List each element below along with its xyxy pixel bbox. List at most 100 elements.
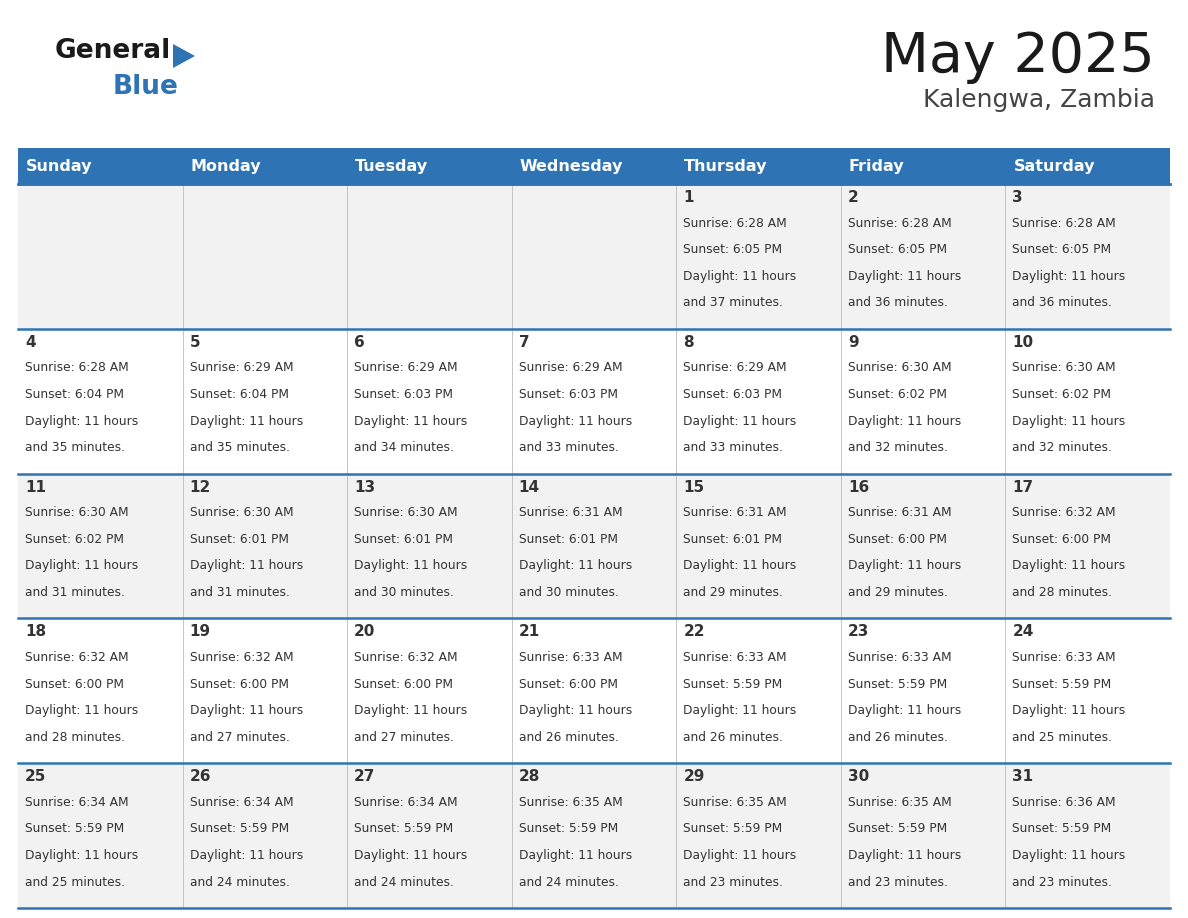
Text: Sunrise: 6:33 AM: Sunrise: 6:33 AM [1012, 651, 1116, 664]
Text: Sunset: 6:04 PM: Sunset: 6:04 PM [25, 388, 124, 401]
Text: Sunrise: 6:30 AM: Sunrise: 6:30 AM [848, 362, 952, 375]
Text: and 31 minutes.: and 31 minutes. [25, 586, 125, 599]
Text: Sunset: 6:02 PM: Sunset: 6:02 PM [25, 532, 124, 546]
Text: Sunset: 5:59 PM: Sunset: 5:59 PM [519, 823, 618, 835]
Text: 31: 31 [1012, 769, 1034, 784]
Text: Daylight: 11 hours: Daylight: 11 hours [519, 849, 632, 862]
Text: Thursday: Thursday [684, 159, 767, 174]
Text: 20: 20 [354, 624, 375, 640]
Text: 4: 4 [25, 335, 36, 350]
Text: Sunrise: 6:29 AM: Sunrise: 6:29 AM [354, 362, 457, 375]
Bar [18, 763, 1170, 908]
Text: and 35 minutes.: and 35 minutes. [190, 442, 290, 454]
Text: and 36 minutes.: and 36 minutes. [1012, 297, 1112, 309]
Text: Tuesday: Tuesday [355, 159, 428, 174]
Text: May 2025: May 2025 [881, 30, 1155, 84]
Text: Sunrise: 6:29 AM: Sunrise: 6:29 AM [519, 362, 623, 375]
Text: and 23 minutes.: and 23 minutes. [683, 876, 783, 889]
Text: Sunrise: 6:32 AM: Sunrise: 6:32 AM [1012, 506, 1116, 520]
Text: Sunrise: 6:35 AM: Sunrise: 6:35 AM [519, 796, 623, 809]
Text: Sunset: 6:00 PM: Sunset: 6:00 PM [190, 677, 289, 690]
Text: Sunset: 6:00 PM: Sunset: 6:00 PM [1012, 532, 1112, 546]
Text: Sunrise: 6:33 AM: Sunrise: 6:33 AM [683, 651, 786, 664]
Text: 2: 2 [848, 190, 859, 205]
Text: Sunrise: 6:29 AM: Sunrise: 6:29 AM [190, 362, 293, 375]
Text: 24: 24 [1012, 624, 1034, 640]
Text: Daylight: 11 hours: Daylight: 11 hours [354, 415, 467, 428]
Text: Daylight: 11 hours: Daylight: 11 hours [1012, 849, 1126, 862]
Text: 29: 29 [683, 769, 704, 784]
Text: 13: 13 [354, 479, 375, 495]
Text: Sunrise: 6:35 AM: Sunrise: 6:35 AM [848, 796, 952, 809]
Text: Daylight: 11 hours: Daylight: 11 hours [683, 415, 796, 428]
Text: Sunrise: 6:28 AM: Sunrise: 6:28 AM [848, 217, 952, 230]
Text: Sunset: 6:00 PM: Sunset: 6:00 PM [848, 532, 947, 546]
Text: Sunset: 6:03 PM: Sunset: 6:03 PM [519, 388, 618, 401]
Text: 18: 18 [25, 624, 46, 640]
Text: Daylight: 11 hours: Daylight: 11 hours [190, 415, 303, 428]
Text: 17: 17 [1012, 479, 1034, 495]
Text: and 28 minutes.: and 28 minutes. [25, 731, 125, 744]
Bar [18, 329, 1170, 474]
Text: Kalengwa, Zambia: Kalengwa, Zambia [923, 88, 1155, 112]
Text: Sunset: 5:59 PM: Sunset: 5:59 PM [190, 823, 289, 835]
Text: and 26 minutes.: and 26 minutes. [519, 731, 619, 744]
Text: Daylight: 11 hours: Daylight: 11 hours [519, 415, 632, 428]
Text: 12: 12 [190, 479, 210, 495]
Text: Daylight: 11 hours: Daylight: 11 hours [683, 849, 796, 862]
Text: and 34 minutes.: and 34 minutes. [354, 442, 454, 454]
Text: and 28 minutes.: and 28 minutes. [1012, 586, 1112, 599]
Text: Sunset: 6:05 PM: Sunset: 6:05 PM [683, 243, 783, 256]
Text: 6: 6 [354, 335, 365, 350]
Text: 3: 3 [1012, 190, 1023, 205]
Text: Sunrise: 6:33 AM: Sunrise: 6:33 AM [848, 651, 952, 664]
Text: Daylight: 11 hours: Daylight: 11 hours [848, 270, 961, 283]
Text: Daylight: 11 hours: Daylight: 11 hours [354, 849, 467, 862]
Text: Daylight: 11 hours: Daylight: 11 hours [25, 704, 138, 717]
Text: Friday: Friday [849, 159, 904, 174]
Text: General: General [55, 38, 171, 64]
Text: Sunrise: 6:31 AM: Sunrise: 6:31 AM [848, 506, 952, 520]
Text: Sunset: 5:59 PM: Sunset: 5:59 PM [683, 823, 783, 835]
Text: 5: 5 [190, 335, 201, 350]
Text: Sunrise: 6:30 AM: Sunrise: 6:30 AM [1012, 362, 1116, 375]
Text: Sunrise: 6:28 AM: Sunrise: 6:28 AM [683, 217, 786, 230]
Text: and 24 minutes.: and 24 minutes. [190, 876, 290, 889]
Text: and 37 minutes.: and 37 minutes. [683, 297, 783, 309]
Text: 16: 16 [848, 479, 870, 495]
Text: Daylight: 11 hours: Daylight: 11 hours [848, 559, 961, 573]
Text: 7: 7 [519, 335, 530, 350]
Text: Sunset: 6:01 PM: Sunset: 6:01 PM [683, 532, 782, 546]
Text: Sunday: Sunday [26, 159, 93, 174]
Text: 9: 9 [848, 335, 859, 350]
Text: and 27 minutes.: and 27 minutes. [354, 731, 454, 744]
Text: and 32 minutes.: and 32 minutes. [1012, 442, 1112, 454]
Text: Daylight: 11 hours: Daylight: 11 hours [25, 559, 138, 573]
Text: Sunset: 6:03 PM: Sunset: 6:03 PM [683, 388, 782, 401]
Text: Daylight: 11 hours: Daylight: 11 hours [190, 849, 303, 862]
Text: Sunset: 5:59 PM: Sunset: 5:59 PM [848, 823, 947, 835]
Text: and 23 minutes.: and 23 minutes. [1012, 876, 1112, 889]
Text: Sunrise: 6:30 AM: Sunrise: 6:30 AM [190, 506, 293, 520]
Text: Sunrise: 6:30 AM: Sunrise: 6:30 AM [25, 506, 128, 520]
Text: and 33 minutes.: and 33 minutes. [519, 442, 619, 454]
Text: Sunset: 6:00 PM: Sunset: 6:00 PM [25, 677, 124, 690]
Text: and 31 minutes.: and 31 minutes. [190, 586, 290, 599]
Text: Daylight: 11 hours: Daylight: 11 hours [519, 704, 632, 717]
Text: Daylight: 11 hours: Daylight: 11 hours [1012, 559, 1126, 573]
Text: 28: 28 [519, 769, 541, 784]
Text: Daylight: 11 hours: Daylight: 11 hours [683, 704, 796, 717]
Text: Sunset: 6:00 PM: Sunset: 6:00 PM [519, 677, 618, 690]
Text: 27: 27 [354, 769, 375, 784]
Text: Monday: Monday [190, 159, 261, 174]
Text: Sunrise: 6:29 AM: Sunrise: 6:29 AM [683, 362, 786, 375]
Text: 11: 11 [25, 479, 46, 495]
Text: Sunset: 6:02 PM: Sunset: 6:02 PM [1012, 388, 1112, 401]
Text: 30: 30 [848, 769, 870, 784]
Text: Sunset: 6:03 PM: Sunset: 6:03 PM [354, 388, 453, 401]
Text: Sunset: 6:04 PM: Sunset: 6:04 PM [190, 388, 289, 401]
Text: Daylight: 11 hours: Daylight: 11 hours [683, 270, 796, 283]
Text: Sunset: 5:59 PM: Sunset: 5:59 PM [1012, 677, 1112, 690]
Text: Sunrise: 6:36 AM: Sunrise: 6:36 AM [1012, 796, 1116, 809]
Text: Sunset: 5:59 PM: Sunset: 5:59 PM [25, 823, 125, 835]
